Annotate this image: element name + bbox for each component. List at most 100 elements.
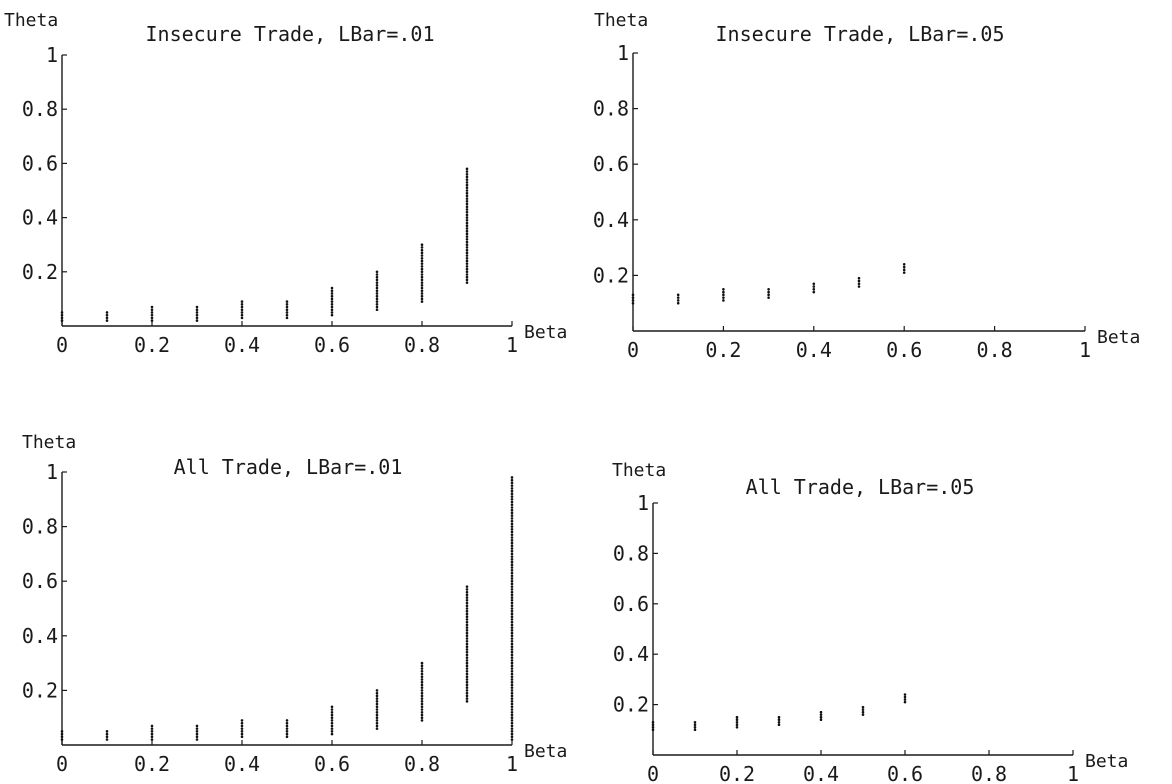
data-point	[902, 265, 906, 269]
data-point	[330, 294, 334, 298]
data-point	[420, 697, 424, 700]
point-column	[510, 476, 514, 741]
data-point	[510, 508, 514, 512]
data-point	[465, 634, 469, 638]
data-point	[510, 700, 514, 703]
data-point	[510, 604, 514, 608]
point-column	[819, 710, 823, 722]
x-tick-label: 0.6	[314, 333, 350, 357]
y-tick-label: 1	[46, 43, 58, 67]
point-column	[465, 167, 469, 284]
data-point	[375, 286, 379, 290]
x-tick-label: 0.4	[224, 752, 260, 776]
data-point	[767, 296, 770, 299]
data-point	[420, 248, 424, 252]
data-point	[465, 202, 469, 206]
data-point	[465, 656, 469, 659]
data-point	[510, 730, 514, 733]
data-point	[819, 710, 823, 714]
data-point	[330, 721, 334, 725]
data-point	[465, 172, 469, 176]
data-point	[150, 724, 154, 728]
data-point	[465, 243, 469, 246]
data-point	[722, 299, 725, 302]
data-point	[735, 723, 739, 727]
data-point	[465, 650, 469, 654]
data-point	[330, 724, 334, 728]
data-point	[285, 732, 289, 736]
data-point	[105, 735, 109, 739]
data-point	[240, 735, 244, 739]
x-axis-label: Beta	[524, 741, 567, 762]
y-tick-label: 0.8	[22, 515, 58, 539]
data-point	[465, 186, 469, 190]
x-tick-label: 0.4	[796, 338, 832, 362]
data-point	[510, 637, 514, 640]
data-point	[861, 705, 865, 709]
data-point	[510, 503, 514, 507]
data-point	[150, 727, 154, 730]
data-point	[60, 732, 64, 736]
data-point	[330, 300, 334, 303]
chart-title: All Trade, LBar=.01	[174, 455, 403, 479]
data-point	[510, 629, 514, 632]
data-point	[105, 311, 109, 314]
data-point	[510, 669, 514, 673]
data-point	[812, 290, 816, 294]
data-point	[330, 705, 334, 709]
data-point	[60, 311, 64, 314]
data-point	[510, 568, 514, 572]
data-point	[240, 721, 244, 725]
data-point	[510, 664, 514, 668]
data-point	[420, 694, 424, 698]
data-point	[510, 724, 514, 728]
data-point	[465, 262, 469, 265]
data-point	[510, 558, 514, 561]
data-point	[465, 639, 469, 643]
data-point	[510, 620, 514, 624]
x-axis-label: Beta	[524, 322, 567, 343]
data-point	[465, 700, 469, 703]
data-point	[465, 642, 469, 646]
data-point	[420, 713, 424, 717]
data-point	[150, 311, 154, 314]
data-point	[105, 313, 109, 317]
data-point	[510, 680, 514, 684]
data-point	[240, 300, 244, 303]
data-point	[510, 675, 514, 679]
chart-panel-2: Insecure Trade, LBar=.05 Theta Beta 0 0.2 0.4…	[593, 10, 1140, 362]
data-point	[375, 689, 379, 692]
data-point	[240, 730, 244, 733]
data-point	[510, 547, 514, 550]
data-point	[812, 288, 816, 291]
data-point	[465, 661, 469, 665]
data-point	[510, 563, 514, 567]
data-point	[510, 694, 514, 698]
data-point	[105, 738, 109, 741]
data-point	[903, 693, 907, 696]
data-point	[330, 730, 334, 733]
chart-panel-4: All Trade, LBar=.05 Theta Beta 0 0.2 0.4 0.6 0.…	[612, 460, 1128, 784]
data-point	[510, 653, 514, 657]
y-tick-label: 0.8	[593, 97, 629, 121]
data-point	[330, 716, 334, 719]
data-point	[465, 588, 469, 591]
point-column	[240, 719, 244, 739]
data-point	[465, 235, 469, 238]
data-point	[510, 541, 514, 545]
data-point	[777, 715, 781, 719]
point-column	[150, 305, 154, 322]
x-tick-label: 1	[506, 333, 518, 357]
x-tick-label: 0	[56, 752, 68, 776]
data-point	[465, 618, 469, 621]
data-point	[510, 571, 514, 575]
data-point	[465, 205, 469, 209]
data-point	[150, 730, 154, 733]
data-point	[510, 659, 514, 662]
data-point	[510, 476, 514, 479]
data-point	[510, 713, 514, 717]
data-point	[465, 281, 469, 284]
data-point	[465, 189, 469, 192]
data-point	[195, 311, 199, 314]
data-point	[465, 604, 469, 608]
